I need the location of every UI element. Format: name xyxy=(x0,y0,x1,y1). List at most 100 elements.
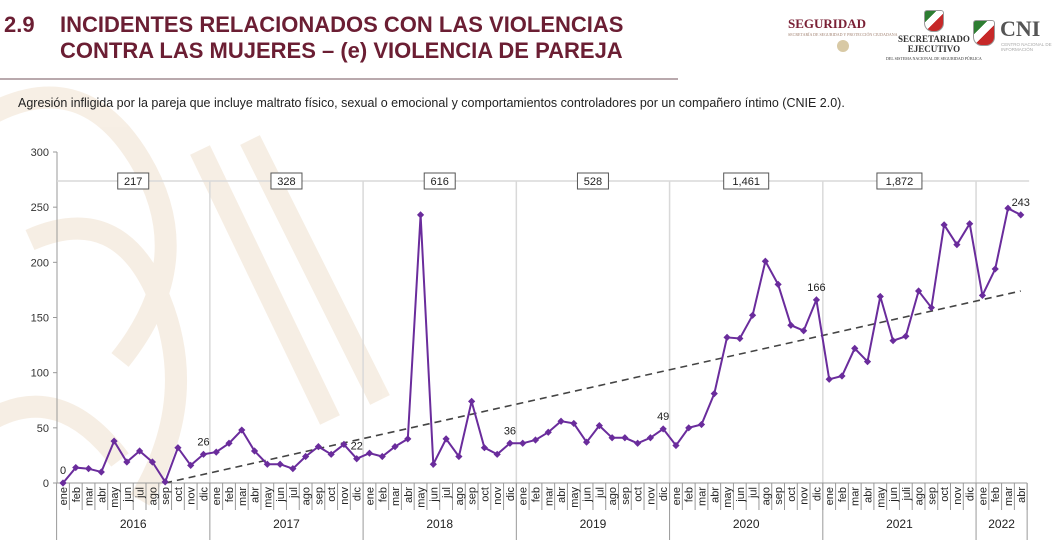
data-point xyxy=(1017,211,1025,219)
year-label: 2016 xyxy=(120,517,147,531)
year-total-label: 1,872 xyxy=(886,176,914,188)
year-total-box xyxy=(723,172,770,190)
month-label: ago xyxy=(301,487,313,505)
y-tick-label: 150 xyxy=(31,313,49,325)
data-point xyxy=(659,425,667,433)
data-point xyxy=(825,375,833,383)
data-point xyxy=(646,434,655,442)
month-label: jun xyxy=(275,487,287,503)
year-label: 2019 xyxy=(580,517,607,531)
data-point xyxy=(570,419,578,428)
month-label: may xyxy=(875,487,887,508)
month-label: jul xyxy=(288,487,300,499)
month-label: ene xyxy=(211,487,223,505)
data-point xyxy=(468,397,476,405)
month-label: jul xyxy=(135,487,147,499)
month-label: may xyxy=(569,487,581,508)
month-label: feb xyxy=(71,487,83,502)
data-point xyxy=(416,211,425,219)
month-label: jun xyxy=(888,487,900,503)
month-label: abr xyxy=(96,487,108,503)
month-label: may xyxy=(722,487,734,508)
month-label: feb xyxy=(990,487,1002,502)
data-point xyxy=(314,442,322,451)
month-label: abr xyxy=(1016,487,1028,503)
month-label: sep xyxy=(773,487,785,505)
month-label: feb xyxy=(530,487,542,502)
data-point xyxy=(685,424,693,432)
data-point xyxy=(851,344,859,352)
month-label: sep xyxy=(620,487,632,505)
logo-seguridad: SEGURIDAD SECRETARÍA DE SEGURIDAD Y PROT… xyxy=(788,16,898,52)
month-label: abr xyxy=(250,487,262,503)
y-tick-label: 250 xyxy=(31,202,49,214)
data-point xyxy=(340,440,348,448)
month-label: oct xyxy=(786,487,798,502)
month-label: jul xyxy=(748,487,760,499)
y-tick-label: 200 xyxy=(31,257,49,269)
month-label: abr xyxy=(709,487,721,503)
data-label: 166 xyxy=(807,282,825,294)
logos: SEGURIDAD SECRETARÍA DE SEGURIDAD Y PROT… xyxy=(780,8,1057,68)
data-point xyxy=(889,337,897,345)
month-label: dic xyxy=(811,487,823,502)
data-point xyxy=(621,434,629,442)
data-point xyxy=(723,333,731,341)
month-label: feb xyxy=(684,487,696,502)
data-point xyxy=(634,439,642,447)
month-label: nov xyxy=(799,487,811,505)
data-point xyxy=(812,296,821,304)
month-label: dic xyxy=(658,487,670,502)
month-label: oct xyxy=(173,487,185,502)
month-label: dic xyxy=(198,487,210,502)
month-label: jun xyxy=(122,487,134,503)
data-point xyxy=(353,455,361,463)
month-label: oct xyxy=(326,487,338,502)
y-tick-label: 100 xyxy=(31,368,49,380)
data-point xyxy=(455,452,463,461)
data-point xyxy=(748,311,757,319)
month-label: ene xyxy=(518,487,530,505)
logo-secretariado: SECRETARIADO EJECUTIVO DEL SISTEMA NACIO… xyxy=(886,10,982,64)
data-point xyxy=(978,291,987,300)
data-point xyxy=(174,444,182,452)
data-point xyxy=(506,439,514,447)
year-total-box xyxy=(117,172,150,190)
data-label: 26 xyxy=(197,436,209,448)
month-label: nov xyxy=(339,487,351,505)
data-point xyxy=(84,465,93,473)
data-point xyxy=(187,461,195,469)
data-point xyxy=(940,221,948,229)
month-label: nov xyxy=(952,487,964,505)
y-tick-label: 0 xyxy=(43,478,49,490)
data-label: 36 xyxy=(504,425,516,437)
data-point xyxy=(391,442,399,451)
data-label: 243 xyxy=(1012,197,1030,209)
logo-secretariado-line1: SECRETARIADO xyxy=(897,34,970,44)
data-point xyxy=(800,327,808,335)
data-point xyxy=(480,444,489,452)
data-point xyxy=(710,390,718,398)
year-label: 2018 xyxy=(426,517,453,531)
data-point xyxy=(902,332,910,340)
data-point xyxy=(1004,204,1012,212)
month-label: abr xyxy=(863,487,875,503)
month-label: jun xyxy=(735,487,747,503)
logo-secretariado-line2: EJECUTIVO xyxy=(907,44,961,54)
data-point xyxy=(250,447,259,455)
month-label: mar xyxy=(697,487,709,506)
data-point xyxy=(953,241,961,249)
year-total-label: 528 xyxy=(584,176,602,188)
month-label: mar xyxy=(84,487,96,506)
data-point xyxy=(365,449,374,457)
data-point xyxy=(582,438,591,446)
month-label: ago xyxy=(607,487,619,505)
month-label: may xyxy=(262,487,274,508)
month-label: feb xyxy=(224,487,236,502)
seal-icon xyxy=(836,40,849,52)
logo-cni-subtext: CENTRO NACIONAL DE INFORMACIÓN xyxy=(1001,42,1052,52)
data-point xyxy=(72,463,80,472)
year-label: 2021 xyxy=(886,517,913,531)
month-label: juli xyxy=(901,487,913,501)
